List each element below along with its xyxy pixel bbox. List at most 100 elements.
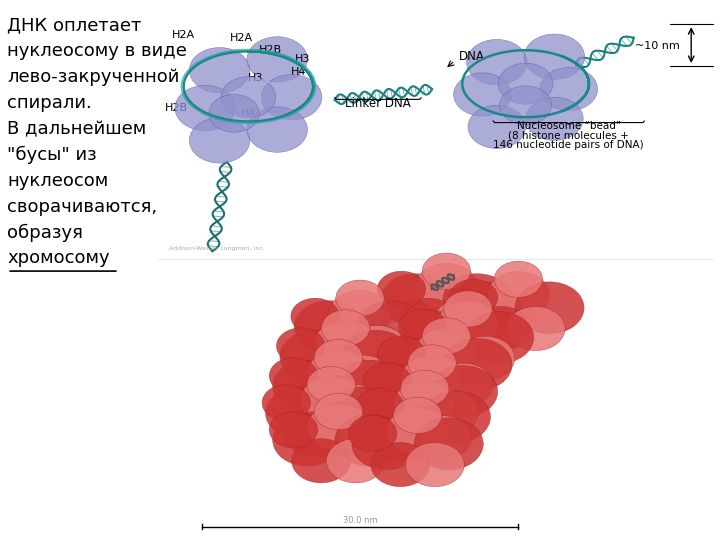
Circle shape (366, 366, 436, 417)
Circle shape (363, 363, 411, 399)
Circle shape (414, 418, 483, 470)
Circle shape (221, 77, 276, 118)
Circle shape (399, 309, 447, 345)
Circle shape (387, 408, 449, 454)
Circle shape (314, 340, 363, 376)
Circle shape (467, 39, 527, 85)
Text: нуклеосому в виде: нуклеосому в виде (7, 42, 187, 60)
Circle shape (299, 355, 358, 399)
Circle shape (381, 274, 450, 326)
Circle shape (422, 318, 471, 354)
Circle shape (261, 75, 322, 120)
Circle shape (413, 416, 472, 460)
Circle shape (377, 271, 426, 307)
Circle shape (307, 350, 369, 396)
Circle shape (348, 326, 407, 369)
Circle shape (335, 360, 404, 412)
Circle shape (294, 301, 364, 353)
Circle shape (443, 339, 512, 390)
Circle shape (342, 330, 411, 382)
Circle shape (453, 282, 522, 334)
Text: H4: H4 (240, 109, 256, 118)
Text: H2B: H2B (165, 103, 188, 113)
Text: Addison-Wesley Longman, Inc.: Addison-Wesley Longman, Inc. (169, 246, 265, 251)
Circle shape (385, 390, 444, 434)
Circle shape (273, 360, 342, 412)
Circle shape (326, 439, 385, 483)
Circle shape (421, 391, 490, 443)
Circle shape (415, 328, 477, 375)
Circle shape (313, 326, 372, 369)
Text: "бусы" из: "бусы" из (7, 146, 97, 164)
Text: ~10 nm: ~10 nm (635, 42, 680, 51)
Circle shape (456, 336, 515, 380)
Circle shape (393, 397, 442, 434)
Circle shape (500, 86, 552, 125)
Text: Nucleosome “bead”: Nucleosome “bead” (517, 122, 621, 131)
Circle shape (506, 307, 565, 350)
Text: Linker DNA: Linker DNA (345, 97, 411, 110)
Circle shape (400, 299, 459, 342)
Circle shape (524, 34, 585, 79)
Circle shape (415, 264, 477, 310)
Circle shape (314, 394, 363, 430)
Circle shape (428, 366, 498, 417)
Circle shape (540, 68, 598, 111)
Circle shape (454, 73, 511, 116)
Circle shape (292, 385, 351, 429)
Circle shape (307, 367, 356, 403)
Circle shape (434, 299, 493, 342)
Circle shape (247, 107, 307, 152)
Text: H4: H4 (291, 68, 307, 77)
Text: H2B: H2B (258, 45, 282, 55)
Circle shape (300, 377, 362, 423)
Circle shape (348, 415, 397, 451)
Circle shape (189, 48, 250, 93)
Text: сворачиваются,: сворачиваются, (7, 198, 158, 215)
Text: H3: H3 (248, 73, 264, 83)
Circle shape (247, 37, 307, 82)
Circle shape (449, 279, 498, 315)
Circle shape (269, 411, 318, 448)
Text: 30.0 nm: 30.0 nm (343, 516, 377, 525)
Circle shape (408, 345, 456, 381)
Circle shape (273, 414, 342, 466)
Circle shape (266, 387, 335, 439)
Circle shape (443, 274, 512, 326)
Text: ДНК оплетает: ДНК оплетает (7, 16, 142, 34)
Circle shape (421, 336, 480, 380)
Circle shape (269, 357, 318, 394)
Text: H2A: H2A (172, 30, 195, 40)
Text: спирали.: спирали. (7, 94, 92, 112)
Circle shape (209, 94, 259, 132)
Circle shape (400, 363, 459, 407)
Circle shape (189, 118, 250, 163)
Circle shape (315, 320, 377, 367)
Circle shape (321, 310, 370, 346)
Circle shape (377, 336, 426, 372)
Circle shape (381, 339, 450, 390)
Text: H3: H3 (294, 55, 310, 64)
Circle shape (437, 301, 499, 348)
Circle shape (335, 414, 404, 466)
Circle shape (494, 261, 543, 298)
Circle shape (401, 355, 463, 402)
Circle shape (422, 253, 471, 289)
Circle shape (498, 63, 553, 104)
Circle shape (284, 412, 343, 456)
Circle shape (326, 385, 385, 429)
Text: (8 histone molecules +: (8 histone molecules + (508, 131, 629, 140)
Circle shape (175, 85, 235, 131)
Circle shape (291, 298, 339, 334)
Text: нуклеосом: нуклеосом (7, 172, 109, 190)
Circle shape (444, 291, 492, 327)
Circle shape (356, 301, 426, 353)
Circle shape (319, 412, 378, 456)
Circle shape (333, 355, 392, 399)
Circle shape (402, 312, 472, 363)
Circle shape (487, 272, 549, 318)
Circle shape (328, 387, 397, 439)
Circle shape (336, 280, 384, 316)
Circle shape (378, 416, 437, 460)
Circle shape (359, 391, 428, 443)
